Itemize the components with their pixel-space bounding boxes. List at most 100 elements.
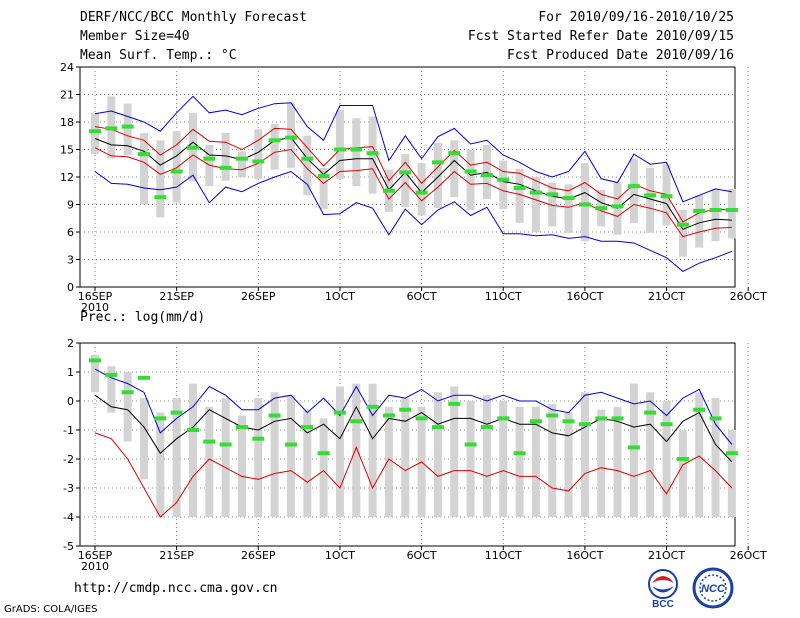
range-box-prec <box>580 392 589 517</box>
xtick-label-prec: 26SEP <box>241 549 276 562</box>
observed-marker-temp <box>660 194 673 199</box>
observed-marker-prec <box>562 419 575 424</box>
range-box-prec <box>695 392 704 517</box>
observed-marker-temp <box>121 124 134 129</box>
range-box-prec <box>107 366 116 413</box>
range-box-prec <box>613 406 622 517</box>
observed-marker-prec <box>660 422 673 427</box>
range-box-temp <box>401 154 410 208</box>
observed-marker-temp <box>235 156 248 161</box>
observed-marker-prec <box>121 390 134 395</box>
range-box-prec <box>711 398 720 517</box>
observed-marker-temp <box>480 173 493 178</box>
range-box-prec <box>466 401 475 517</box>
observed-marker-temp <box>317 174 330 179</box>
observed-marker-prec <box>578 422 591 427</box>
observed-marker-temp <box>497 177 510 182</box>
range-box-prec <box>123 372 132 442</box>
observed-marker-temp <box>170 169 183 174</box>
range-box-temp <box>156 140 165 218</box>
range-box-prec <box>548 403 557 517</box>
range-box-temp <box>433 143 442 209</box>
observed-marker-prec <box>268 413 281 418</box>
ytick-label-temp: 21 <box>60 89 74 102</box>
range-box-temp <box>727 188 736 239</box>
xtick-label-temp: 21OCT <box>648 290 685 303</box>
observed-marker-temp <box>154 195 167 200</box>
observed-marker-prec <box>480 425 493 430</box>
range-box-prec <box>205 406 214 517</box>
xtick-label-temp: 1OCT <box>325 290 355 303</box>
range-box-prec <box>188 383 197 517</box>
observed-marker-temp <box>186 145 199 150</box>
range-box-temp <box>335 110 344 179</box>
observed-marker-temp <box>137 152 150 157</box>
range-box-temp <box>515 168 524 223</box>
observed-marker-prec <box>513 451 526 456</box>
range-box-temp <box>564 184 573 233</box>
observed-marker-temp <box>709 208 722 212</box>
ytick-label-temp: 9 <box>67 199 74 212</box>
observed-marker-prec <box>284 442 297 447</box>
observed-marker-prec <box>252 436 265 441</box>
observed-marker-prec <box>709 416 722 421</box>
xtick-label-temp: 16SEP <box>78 290 113 303</box>
ytick-label-temp: 18 <box>60 116 74 129</box>
observed-marker-prec <box>431 425 444 430</box>
ensemble-mean-line <box>94 137 732 230</box>
header-right: For 2010/09/16-2010/10/25 Fcst Started R… <box>468 8 734 65</box>
ytick-label-temp: 24 <box>60 61 74 74</box>
range-box-prec <box>531 406 540 517</box>
ytick-label-temp: 15 <box>60 144 74 157</box>
range-box-prec <box>368 383 377 517</box>
ytick-label-temp: 3 <box>67 254 74 267</box>
range-box-temp <box>531 177 540 232</box>
observed-marker-temp <box>693 208 706 213</box>
xtick-label-prec: 16SEP <box>78 549 113 562</box>
variable-label: Mean Surf. Temp.: °C <box>80 48 237 63</box>
observed-marker-temp <box>252 159 265 164</box>
range-box-temp <box>629 158 638 223</box>
ytick-label-prec: -3 <box>63 482 74 495</box>
xtick-label-prec: 21SEP <box>159 549 194 562</box>
observed-marker-prec <box>186 428 199 432</box>
inner-lower-line <box>94 147 732 238</box>
observed-marker-temp <box>219 165 232 170</box>
xtick-year-prec: 2010 <box>81 560 109 573</box>
xtick-label-prec: 1OCT <box>325 549 355 562</box>
range-box-temp <box>286 102 295 168</box>
observed-marker-temp <box>676 222 689 227</box>
xtick-label-prec: 16OCT <box>566 549 603 562</box>
range-box-temp <box>172 131 181 203</box>
xtick-year-temp: 2010 <box>81 301 109 314</box>
ytick-label-prec: -4 <box>63 511 74 524</box>
observed-marker-temp <box>203 156 216 161</box>
range-box-temp <box>254 129 263 179</box>
range-box-temp <box>123 103 132 155</box>
ytick-label-temp: 12 <box>60 171 74 184</box>
observed-marker-prec <box>546 413 559 418</box>
range-box-prec <box>172 398 181 517</box>
range-box-temp <box>466 149 475 210</box>
bcc-logo: BCC <box>648 569 678 609</box>
range-box-prec <box>286 395 295 517</box>
xtick-label-temp: 11OCT <box>485 290 522 303</box>
observed-marker-prec <box>644 410 657 415</box>
observed-marker-prec <box>366 404 379 409</box>
footer-url[interactable]: http://cmdp.ncc.cma.gov.cn <box>74 581 278 596</box>
range-box-prec <box>727 430 736 517</box>
range-box-prec <box>270 392 279 517</box>
observed-marker-temp <box>627 184 640 189</box>
range-box-temp <box>91 112 99 155</box>
observed-marker-temp <box>382 188 395 193</box>
outer-lower-line <box>94 170 733 272</box>
prec-panel-title: Prec.: log(mm/d) <box>80 310 205 325</box>
range-box-prec <box>597 409 606 517</box>
ncc-logo: NCC <box>692 567 734 609</box>
observed-marker-temp <box>644 193 657 198</box>
range-box-prec <box>319 418 328 517</box>
observed-marker-temp <box>431 160 444 165</box>
range-box-prec <box>499 401 508 517</box>
header-left: DERF/NCC/BCC Monthly Forecast Member Siz… <box>80 8 307 65</box>
